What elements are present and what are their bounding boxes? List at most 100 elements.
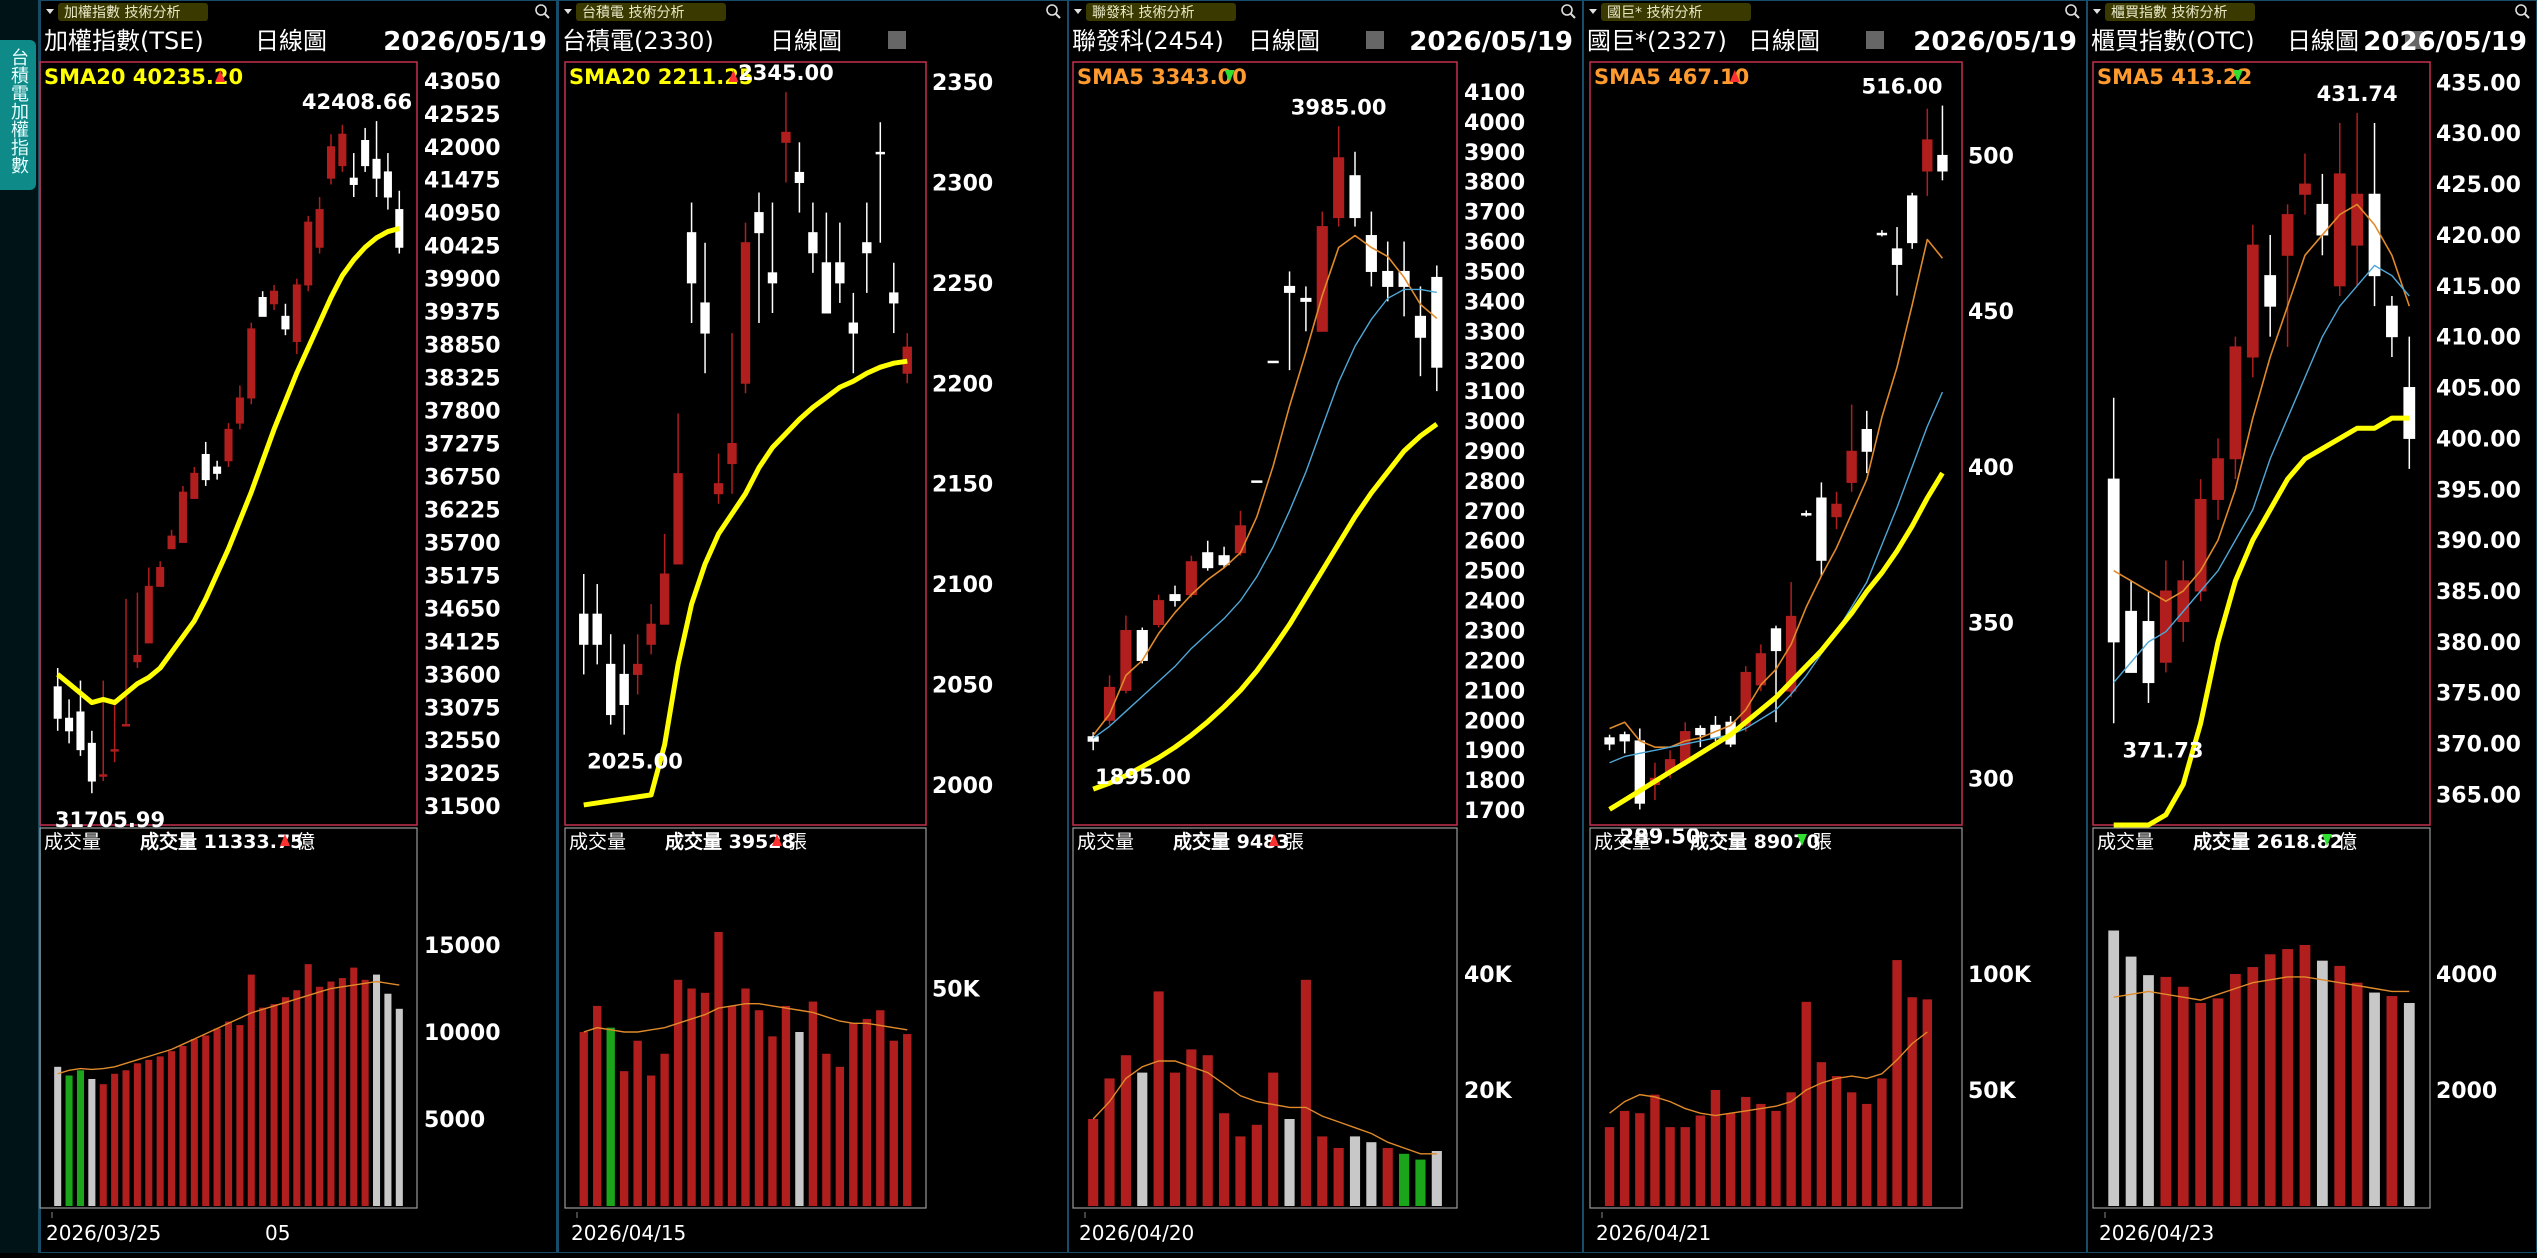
period-dropdown[interactable] (1366, 31, 1384, 49)
candle (2212, 438, 2224, 520)
title-tab[interactable] (1601, 3, 1751, 21)
candle-body (326, 146, 336, 179)
volume-bar (1186, 1049, 1197, 1206)
candle-body (835, 262, 845, 284)
title-tab[interactable] (58, 3, 208, 21)
dropdown-arrow-icon[interactable] (1074, 9, 1082, 14)
candle-body (270, 290, 279, 305)
magnifier-icon[interactable] (2515, 4, 2527, 16)
candle-body (156, 567, 165, 587)
volume-bar (111, 1073, 119, 1206)
candle (87, 730, 96, 794)
volume-bar (2177, 986, 2189, 1206)
candle (2281, 204, 2294, 347)
title-tab[interactable] (2105, 3, 2255, 21)
candle (235, 385, 244, 430)
candle-body (2403, 387, 2416, 439)
candle-body (167, 535, 176, 550)
volume-title: 成交量 (44, 831, 101, 853)
price-plot-frame (39, 61, 418, 826)
candle (1619, 731, 1630, 754)
magnifier-icon[interactable] (535, 4, 547, 16)
volume-bar (700, 992, 710, 1206)
price-tick-label: 4000 (1464, 111, 1525, 136)
title-tab[interactable] (576, 3, 726, 21)
price-tick-label: 37800 (424, 400, 501, 425)
sma-fast-line (1609, 238, 1944, 748)
candle (383, 153, 392, 210)
candle-body (700, 302, 710, 334)
volume-bar (1922, 999, 1932, 1206)
price-tick-label: 2300 (1464, 620, 1525, 645)
candle-body (606, 663, 616, 716)
volume-bar (2125, 956, 2137, 1206)
dropdown-arrow-icon[interactable] (2093, 9, 2101, 14)
candle (1283, 271, 1296, 371)
instrument-name: 國巨*(2327) (1587, 27, 1727, 55)
volume-bar (579, 1032, 588, 1206)
dropdown-arrow-icon[interactable] (1589, 9, 1597, 14)
dropdown-arrow-icon[interactable] (46, 9, 54, 14)
price-tick-label: 2200 (932, 372, 993, 397)
magnifier-icon[interactable] (1561, 4, 1573, 16)
volume-bar (1635, 1113, 1645, 1206)
volume-bar (1786, 1092, 1796, 1206)
magnifier-icon[interactable] (1046, 4, 1058, 16)
instrument-name: 櫃買指數(OTC) (2091, 27, 2255, 55)
price-tick-label: 3100 (1464, 380, 1525, 405)
volume-bar (1202, 1055, 1213, 1206)
title-tab[interactable] (1086, 3, 1236, 21)
candle (1891, 227, 1903, 296)
volume-bar (646, 1075, 656, 1206)
price-tick-label: 1700 (1464, 799, 1525, 824)
candle (754, 192, 764, 324)
volume-bar (1801, 1001, 1811, 1206)
candle (835, 222, 845, 303)
magnifier-icon[interactable] (2065, 4, 2077, 16)
candle-body (349, 177, 358, 185)
candle (361, 127, 370, 172)
volume-title: 成交量 (1077, 831, 1134, 853)
candle-body (2351, 193, 2364, 246)
volume-value: 成交量 89070 (1690, 830, 1820, 853)
candle-body (808, 232, 818, 254)
candle-body (65, 717, 74, 732)
volume-bar (1333, 1148, 1344, 1206)
dropdown-arrow-icon[interactable] (564, 9, 572, 14)
period-dropdown[interactable] (2405, 31, 2423, 49)
candle-body (1431, 276, 1443, 368)
sma-main-line (56, 226, 400, 706)
candle (1300, 286, 1312, 332)
volume-bar (1725, 1113, 1736, 1206)
candle-body (1619, 734, 1630, 742)
candle (190, 467, 199, 499)
price-tick-label: 1800 (1464, 769, 1525, 794)
candle (713, 453, 724, 504)
candle (646, 604, 656, 655)
candle-body (619, 673, 629, 706)
volume-plot-frame (564, 827, 927, 1209)
candle (1876, 230, 1888, 237)
period-dropdown[interactable] (1866, 31, 1884, 49)
price-tick-label: 33075 (424, 696, 501, 721)
volume-ma-line (2113, 976, 2410, 1001)
magnifier-handle (544, 13, 550, 19)
candle-body (1604, 737, 1615, 745)
period-dropdown[interactable] (888, 31, 906, 49)
volume-bar (270, 1004, 278, 1206)
price-tick-label: 42000 (424, 136, 501, 161)
candle (808, 202, 818, 273)
candle-body (686, 232, 697, 284)
price-tick-label: 2700 (1464, 500, 1525, 525)
volume-bar (327, 981, 335, 1206)
candle-body (1218, 555, 1230, 566)
volume-bar (673, 979, 683, 1206)
x-mid-label: 05 (265, 1221, 290, 1245)
sidebar-tab[interactable]: 台積電加權指數 (0, 40, 36, 190)
volume-bar (145, 1059, 153, 1206)
candle-body (727, 443, 737, 465)
candle-body (2177, 580, 2190, 623)
price-tick-label: 31500 (424, 795, 501, 820)
candle-body (1365, 235, 1377, 272)
volume-bar (620, 1071, 629, 1206)
